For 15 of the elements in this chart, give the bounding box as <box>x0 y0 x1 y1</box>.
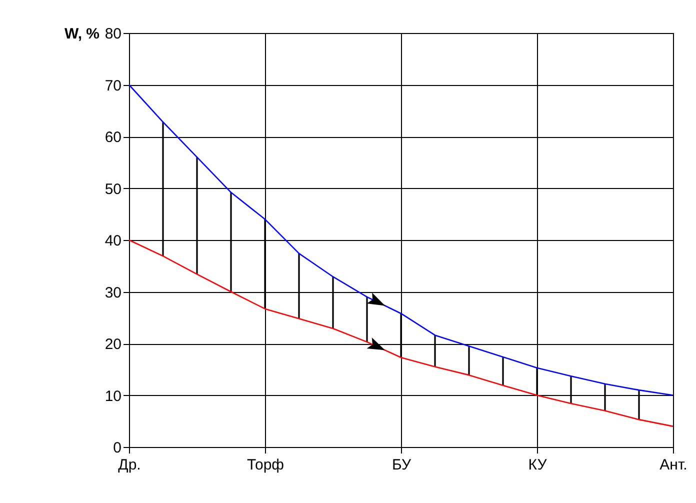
y-tick-label: 60 <box>104 129 122 146</box>
y-tick-label: 20 <box>104 336 122 353</box>
y-tick-label: 80 <box>104 26 122 42</box>
y-tick-label: 70 <box>104 77 122 94</box>
x-tick-label: Ант. <box>660 456 688 474</box>
y-tick-label: 30 <box>104 284 122 302</box>
x-tick-label: КУ <box>528 456 548 474</box>
y-tick-label: 50 <box>104 180 122 198</box>
y-tick-label: 40 <box>104 232 122 250</box>
x-tick-label: Др. <box>118 456 141 474</box>
y-axis-title: W, % <box>64 26 100 42</box>
y-tick-label: 10 <box>104 388 122 405</box>
x-tick-label: Торф <box>246 456 284 474</box>
x-tick-label: БУ <box>392 456 412 474</box>
y-tick-label: 0 <box>113 440 122 456</box>
